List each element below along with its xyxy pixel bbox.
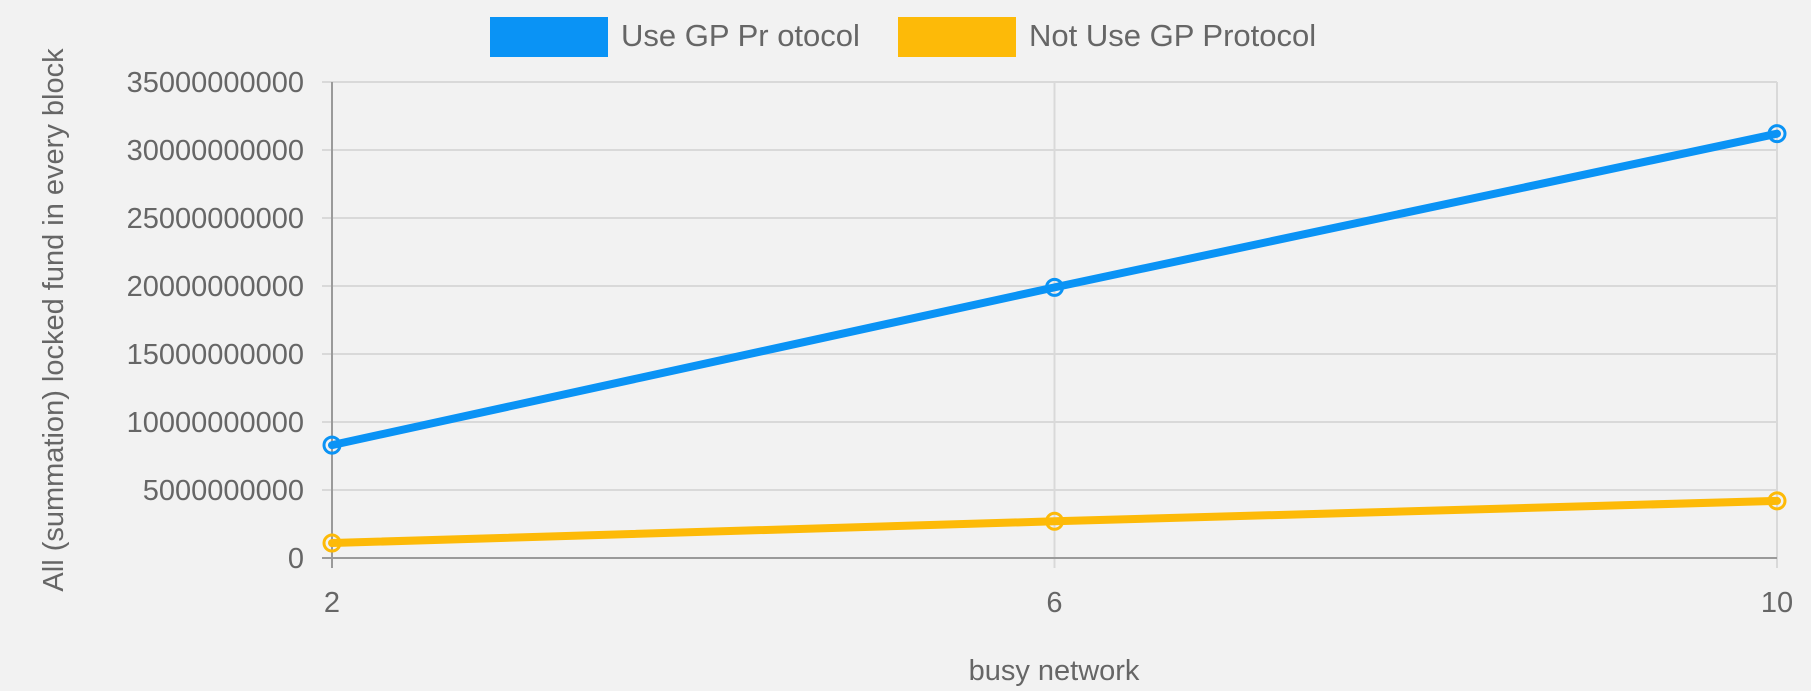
data-point[interactable]	[322, 533, 342, 553]
legend-label-use-gp[interactable]: Use GP Pr otocol	[621, 18, 860, 53]
data-point[interactable]	[1045, 511, 1064, 531]
axes: 0 5000000000 10000000000 15000000000 2000000…	[127, 67, 1794, 619]
series-line-1	[328, 496, 1781, 548]
data-point[interactable]	[1767, 124, 1787, 144]
y-tick-label: 35000000000	[127, 67, 304, 99]
legend-label-not-use-gp[interactable]: Not Use GP Protocol	[1029, 18, 1316, 53]
series-line-0	[328, 129, 1781, 450]
y-axis-title: All (summation) locked fund in every blo…	[38, 48, 70, 592]
y-tick-label: 30000000000	[127, 135, 304, 167]
legend: Use GP Pr otocol Not Use GP Protocol	[490, 17, 1316, 57]
data-point[interactable]	[1767, 491, 1787, 511]
data-point[interactable]	[322, 435, 342, 455]
series-lines	[322, 124, 1787, 553]
y-tick-label: 5000000000	[143, 475, 304, 507]
x-axis-title: busy network	[969, 655, 1140, 687]
legend-swatch-use-gp[interactable]	[490, 17, 608, 57]
data-point[interactable]	[1045, 277, 1064, 297]
x-tick-label: 6	[1046, 587, 1062, 619]
x-tick-label: 2	[324, 587, 340, 619]
y-tick-label: 0	[288, 543, 304, 575]
y-tick-label: 25000000000	[127, 203, 304, 235]
y-tick-label: 10000000000	[127, 407, 304, 439]
grid	[322, 81, 1778, 568]
y-tick-label: 15000000000	[127, 339, 304, 371]
x-tick-label: 10	[1761, 587, 1793, 619]
y-tick-label: 20000000000	[127, 271, 304, 303]
legend-swatch-not-use-gp[interactable]	[898, 17, 1016, 57]
